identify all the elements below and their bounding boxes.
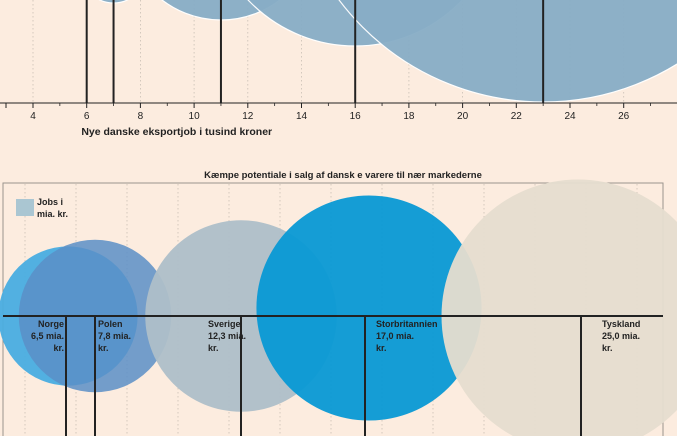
bottom-chart-title: Kæmpe potentiale i salg af dansk e varer… [204,170,482,181]
top-tick-label: 16 [350,111,362,122]
top-tick-label: 6 [84,111,90,122]
top-tick-label: 10 [189,111,201,122]
label-sverige-value-line2: kr. [208,343,219,353]
bottom-bubble-chart: Kæmpe potentiale i salg af dansk e varer… [0,170,677,436]
label-tyskland-country: Tyskland [602,319,640,329]
label-storbritannien-value-line1: 17,0 mia. [376,331,414,341]
label-tyskland-value-line1: 25,0 mia. [602,331,640,341]
top-tick-label: 8 [138,111,144,122]
bubble-tyskland [441,179,677,436]
top-tick-label: 18 [403,111,415,122]
legend-label-line2: mia. kr. [37,209,68,219]
legend-label-line1: Jobs i [37,197,63,207]
label-storbritannien-country: Storbritannien [376,319,438,329]
top-tick-label: 4 [30,111,36,122]
legend-swatch [16,199,34,216]
top-tick-label: 20 [457,111,469,122]
label-polen-value-line2: kr. [98,343,109,353]
top-tick-label: 12 [242,111,254,122]
label-storbritannien-value-line2: kr. [376,343,387,353]
label-norge-value-line1: 6,5 mia. [31,331,64,341]
bubble-storbritannien [256,195,482,421]
label-norge-value-line2: kr. [53,343,64,353]
label-sverige-country: Sverige [208,319,241,329]
top-tick-label: 22 [511,111,523,122]
top-bubble-chart: 4 6 8 10 12 14 16 18 20 22 24 26 Nye danske eksport… [0,0,677,138]
top-x-axis-title: Nye danske eksportjob i tusind kroner [81,126,272,138]
label-polen-country: Polen [98,319,123,329]
top-tick-label: 24 [564,111,576,122]
label-polen-value-line1: 7,8 mia. [98,331,131,341]
top-tick-label: 14 [296,111,308,122]
label-norge-country: Norge [38,319,64,329]
top-tick-label: 26 [618,111,630,122]
label-sverige-value-line1: 12,3 mia. [208,331,246,341]
label-tyskland-value-line2: kr. [602,343,613,353]
legend: Jobs i mia. kr. [16,197,68,219]
